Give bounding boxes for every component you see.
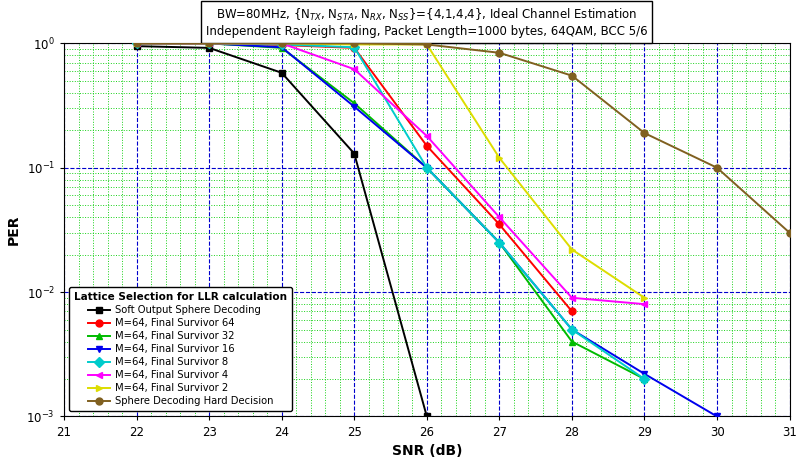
M=64, Final Survivor 16 <box>494 240 503 246</box>
M=64, Final Survivor 64 <box>349 45 359 51</box>
M=64, Final Survivor 8 <box>349 45 359 50</box>
M=64, Final Survivor 32 <box>639 376 649 382</box>
M=64, Final Survivor 2 <box>494 155 503 161</box>
Sphere Decoding Hard Decision <box>349 40 359 46</box>
Sphere Decoding Hard Decision <box>276 40 286 46</box>
M=64, Final Survivor 16 <box>639 371 649 377</box>
M=64, Final Survivor 32 <box>276 45 286 51</box>
M=64, Final Survivor 2 <box>204 40 214 46</box>
M=64, Final Survivor 16 <box>566 327 576 332</box>
Line: M=64, Final Survivor 64: M=64, Final Survivor 64 <box>133 40 575 315</box>
M=64, Final Survivor 8 <box>276 42 286 47</box>
M=64, Final Survivor 2 <box>132 40 141 46</box>
M=64, Final Survivor 32 <box>204 40 214 46</box>
M=64, Final Survivor 8 <box>132 40 141 46</box>
Y-axis label: PER: PER <box>7 215 21 245</box>
M=64, Final Survivor 2 <box>349 42 359 47</box>
M=64, Final Survivor 16 <box>204 40 214 46</box>
M=64, Final Survivor 64 <box>276 42 286 48</box>
M=64, Final Survivor 32 <box>494 240 503 246</box>
M=64, Final Survivor 32 <box>566 339 576 345</box>
M=64, Final Survivor 64 <box>566 309 576 314</box>
M=64, Final Survivor 2 <box>639 295 649 300</box>
Sphere Decoding Hard Decision <box>711 165 721 171</box>
Soft Output Sphere Decoding <box>132 43 141 49</box>
Legend: Soft Output Sphere Decoding, M=64, Final Survivor 64, M=64, Final Survivor 32, M: Soft Output Sphere Decoding, M=64, Final… <box>69 287 291 412</box>
M=64, Final Survivor 4 <box>132 40 141 46</box>
M=64, Final Survivor 32 <box>422 165 431 171</box>
M=64, Final Survivor 8 <box>422 165 431 171</box>
Line: M=64, Final Survivor 16: M=64, Final Survivor 16 <box>133 40 719 420</box>
M=64, Final Survivor 16 <box>349 104 359 109</box>
Line: Soft Output Sphere Decoding: Soft Output Sphere Decoding <box>133 43 430 420</box>
Sphere Decoding Hard Decision <box>784 230 793 236</box>
Sphere Decoding Hard Decision <box>494 50 503 56</box>
Sphere Decoding Hard Decision <box>422 42 431 47</box>
Sphere Decoding Hard Decision <box>566 73 576 79</box>
M=64, Final Survivor 8 <box>639 376 649 382</box>
Line: Sphere Decoding Hard Decision: Sphere Decoding Hard Decision <box>133 40 792 236</box>
Line: M=64, Final Survivor 32: M=64, Final Survivor 32 <box>133 40 647 383</box>
Sphere Decoding Hard Decision <box>132 40 141 46</box>
M=64, Final Survivor 4 <box>494 214 503 220</box>
Soft Output Sphere Decoding <box>276 70 286 76</box>
M=64, Final Survivor 2 <box>422 42 431 47</box>
X-axis label: SNR (dB): SNR (dB) <box>391 444 462 458</box>
Sphere Decoding Hard Decision <box>639 130 649 136</box>
M=64, Final Survivor 32 <box>132 40 141 46</box>
Line: M=64, Final Survivor 4: M=64, Final Survivor 4 <box>133 40 647 308</box>
M=64, Final Survivor 16 <box>132 40 141 46</box>
M=64, Final Survivor 4 <box>204 40 214 46</box>
M=64, Final Survivor 16 <box>711 414 721 419</box>
Sphere Decoding Hard Decision <box>204 40 214 46</box>
M=64, Final Survivor 4 <box>349 66 359 72</box>
M=64, Final Survivor 4 <box>276 40 286 46</box>
M=64, Final Survivor 64 <box>494 222 503 227</box>
M=64, Final Survivor 64 <box>422 143 431 149</box>
M=64, Final Survivor 2 <box>276 40 286 46</box>
M=64, Final Survivor 4 <box>566 295 576 300</box>
M=64, Final Survivor 32 <box>349 100 359 106</box>
Soft Output Sphere Decoding <box>349 151 359 156</box>
M=64, Final Survivor 8 <box>494 240 503 246</box>
M=64, Final Survivor 8 <box>204 40 214 46</box>
M=64, Final Survivor 2 <box>566 247 576 252</box>
Title: BW=80MHz, {N$_{TX}$, N$_{STA}$, N$_{RX}$, N$_{SS}$}={4,1,4,4}, Ideal Channel Est: BW=80MHz, {N$_{TX}$, N$_{STA}$, N$_{RX}$… <box>206 7 647 38</box>
Soft Output Sphere Decoding <box>422 414 431 419</box>
M=64, Final Survivor 16 <box>422 165 431 171</box>
Soft Output Sphere Decoding <box>204 45 214 51</box>
Line: M=64, Final Survivor 2: M=64, Final Survivor 2 <box>133 40 647 301</box>
Line: M=64, Final Survivor 8: M=64, Final Survivor 8 <box>133 40 647 383</box>
M=64, Final Survivor 4 <box>422 133 431 139</box>
M=64, Final Survivor 4 <box>639 301 649 307</box>
M=64, Final Survivor 64 <box>204 40 214 46</box>
M=64, Final Survivor 16 <box>276 45 286 50</box>
M=64, Final Survivor 64 <box>132 40 141 46</box>
M=64, Final Survivor 8 <box>566 327 576 332</box>
